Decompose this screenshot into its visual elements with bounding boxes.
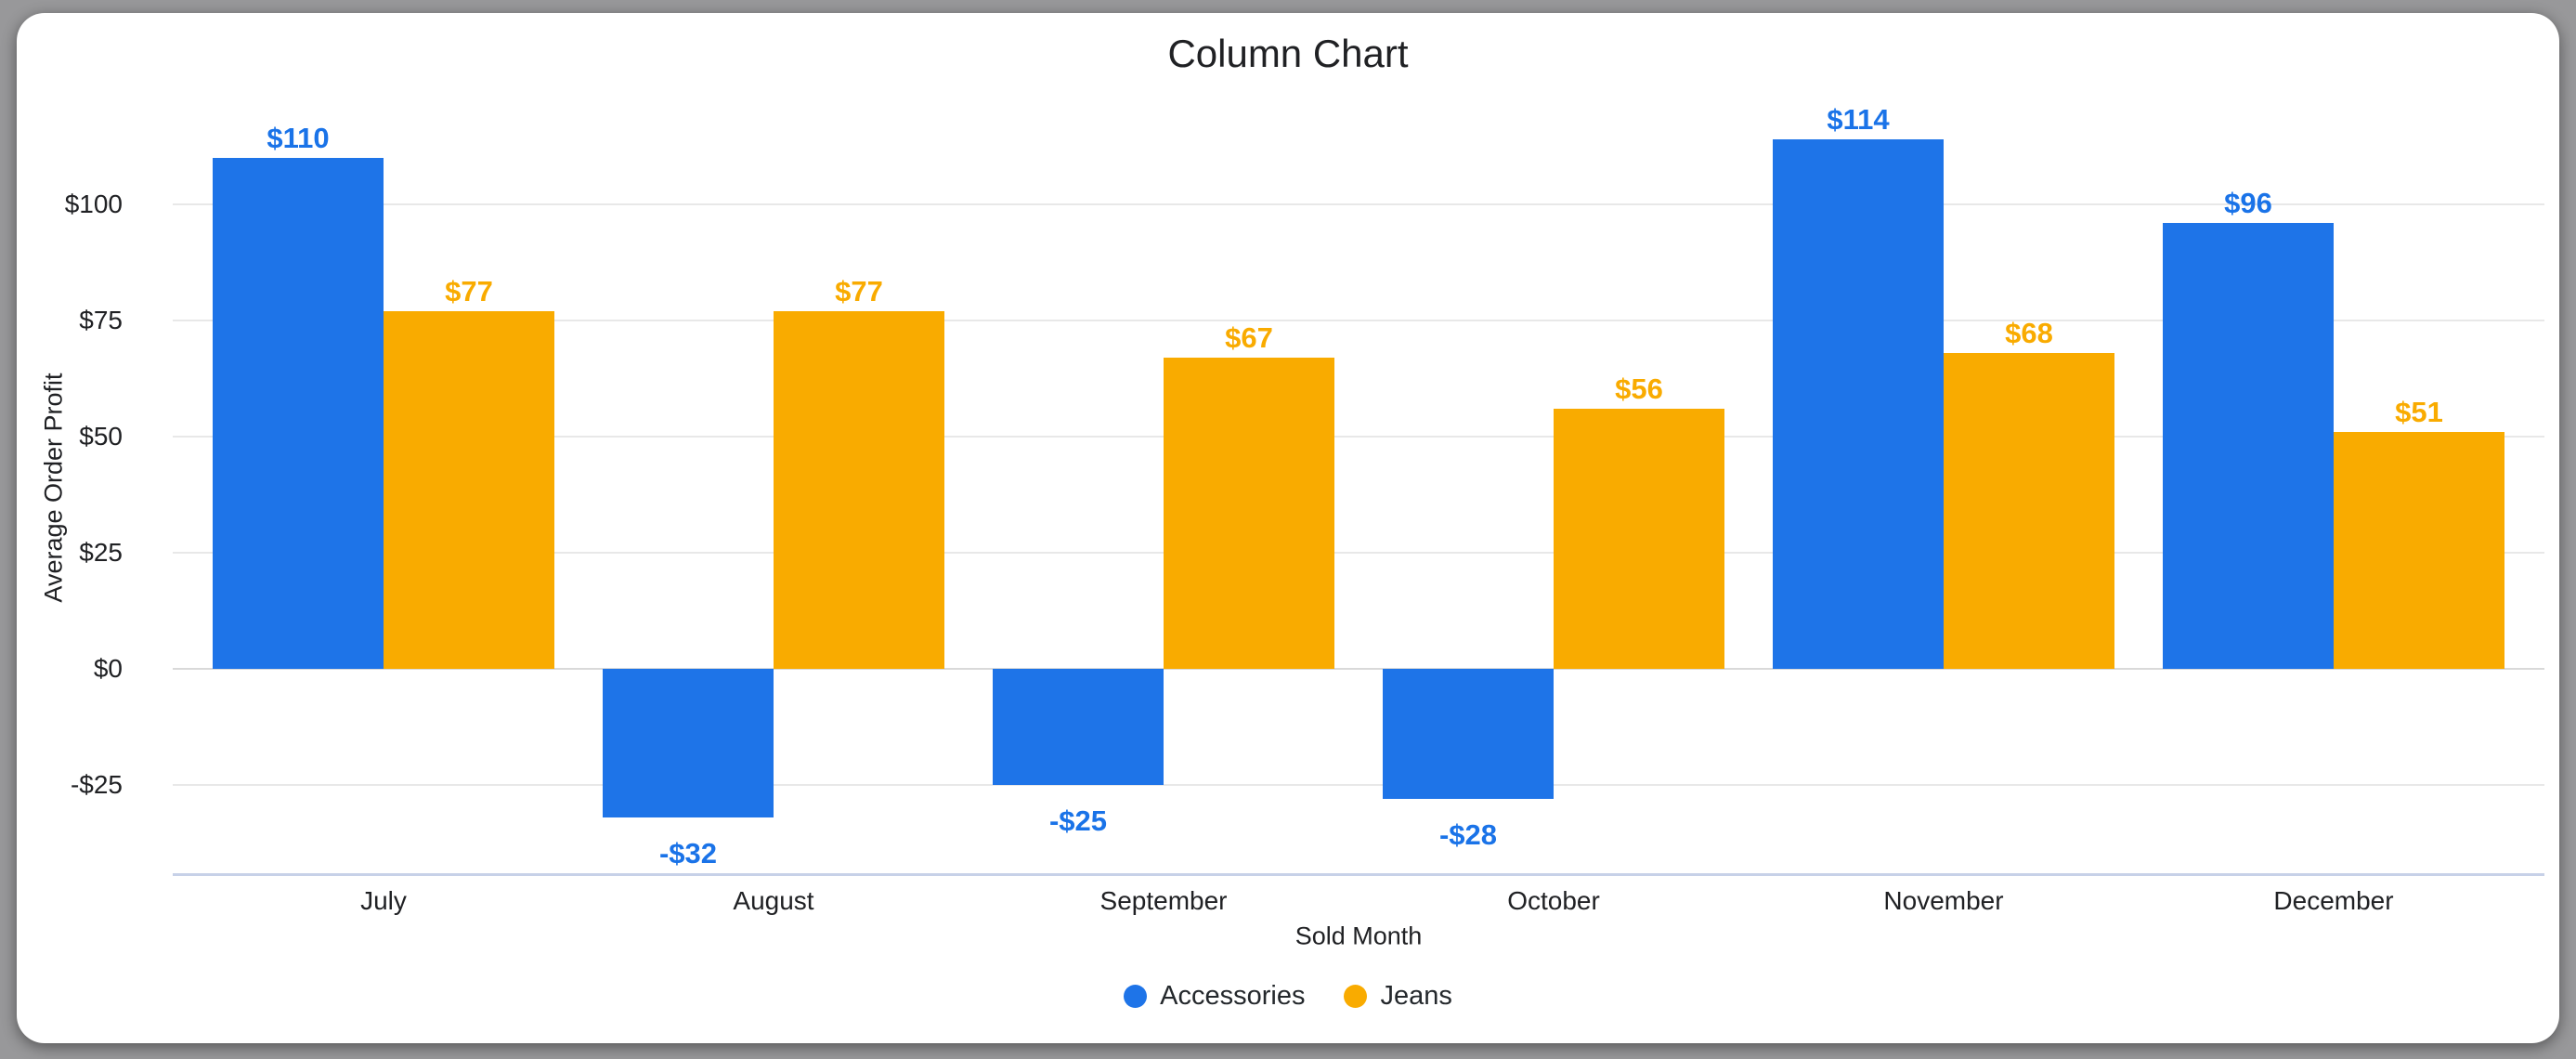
bar-jeans-december[interactable] [2334, 432, 2504, 669]
legend: Accessories Jeans [17, 974, 2559, 1018]
gridline--25 [173, 784, 2544, 786]
y-tick-label--75: $75 [79, 306, 123, 334]
chart-title: Column Chart [1167, 32, 1409, 75]
data-label-jeans-august: $77 [835, 275, 883, 307]
data-label-accessories-september: -$25 [1048, 804, 1108, 837]
chart-card: Column Chart $100 $75 $50 $25 $0 -$25 July Aug… [17, 13, 2559, 1043]
data-label-accessories-october: -$28 [1438, 818, 1498, 851]
bar-accessories-august[interactable] [603, 669, 774, 817]
legend-label-jeans: Jeans [1380, 980, 1452, 1011]
bar-accessories-october[interactable] [1383, 669, 1554, 799]
bar-jeans-july[interactable] [384, 311, 554, 669]
legend-dot-jeans-icon [1344, 984, 1368, 1008]
bar-accessories-november[interactable] [1773, 139, 1944, 669]
data-label-jeans-december: $51 [2395, 396, 2443, 428]
y-tick-label--25: $25 [79, 538, 123, 567]
plot-area [173, 121, 2544, 876]
y-axis-title: Average Order Profit [39, 373, 68, 603]
y-tick-label--100: $100 [64, 190, 123, 218]
y-tick-label--0: $0 [93, 654, 123, 683]
legend-label-accessories: Accessories [1160, 980, 1306, 1011]
x-tick-label-november: November [1883, 886, 2004, 915]
legend-item-jeans[interactable]: Jeans [1344, 980, 1452, 1012]
y-tick-label--25: -$25 [70, 770, 123, 799]
bar-accessories-december[interactable] [2163, 223, 2334, 669]
data-label-jeans-july: $77 [445, 275, 493, 307]
data-label-jeans-november: $68 [2005, 317, 2053, 349]
legend-dot-accessories-icon [1124, 984, 1148, 1008]
x-axis-title: Sold Month [1295, 922, 1423, 950]
column-chart: Column Chart $100 $75 $50 $25 $0 -$25 July Aug… [17, 13, 2559, 1043]
data-label-accessories-december: $96 [2224, 187, 2272, 219]
gridline--25 [173, 552, 2544, 554]
gridline--0 [173, 668, 2544, 670]
data-label-accessories-july: $110 [267, 122, 330, 154]
bar-jeans-august[interactable] [774, 311, 944, 669]
y-tick-label--50: $50 [79, 422, 123, 451]
x-tick-label-july: July [360, 886, 407, 915]
bar-accessories-september[interactable] [993, 669, 1164, 785]
bar-jeans-november[interactable] [1944, 353, 2114, 669]
bar-jeans-october[interactable] [1554, 409, 1724, 669]
x-tick-label-december: December [2273, 886, 2394, 915]
data-label-accessories-november: $114 [1827, 103, 1890, 136]
gridline--75 [173, 320, 2544, 321]
x-tick-label-october: October [1507, 886, 1600, 915]
bar-accessories-july[interactable] [213, 158, 384, 669]
legend-item-accessories[interactable]: Accessories [1124, 981, 1305, 1012]
bar-jeans-september[interactable] [1164, 358, 1334, 669]
data-label-jeans-october: $56 [1615, 373, 1663, 405]
data-label-accessories-august: -$32 [658, 837, 718, 869]
x-tick-label-august: August [733, 886, 814, 915]
data-label-jeans-september: $67 [1225, 321, 1273, 354]
x-tick-label-september: September [1099, 886, 1228, 915]
gridline--50 [173, 436, 2544, 438]
gridline--100 [173, 203, 2544, 205]
